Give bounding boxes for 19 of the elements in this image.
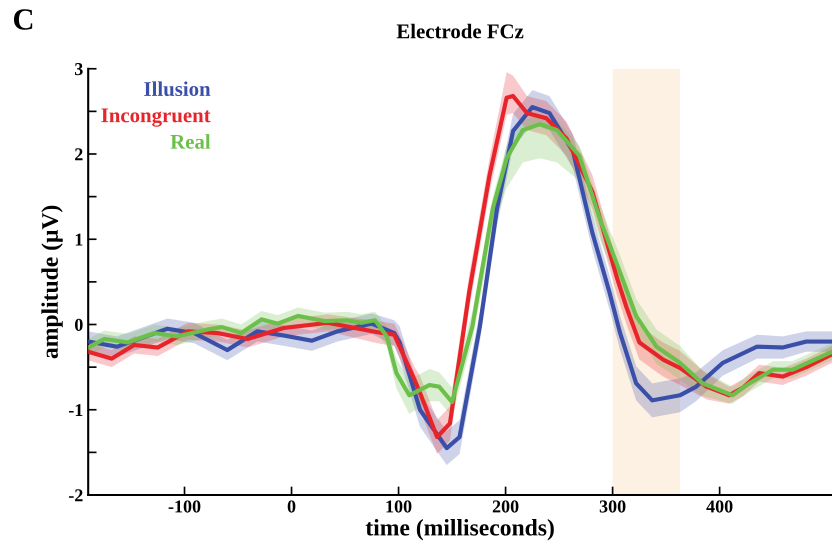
text: Incongruent	[101, 108, 211, 127]
x-tick-label: 300	[600, 500, 626, 513]
y-tick-label: 3	[74, 63, 83, 76]
x-axis-title: time (milliseconds)	[366, 519, 554, 540]
x-tick-label: -100	[168, 500, 200, 513]
chart-title: Electrode FCz	[396, 24, 524, 38]
y-tick-label: -2	[68, 489, 83, 502]
y-tick-label: 2	[75, 148, 83, 160]
text: C	[14, 9, 32, 30]
x-tick-label: 400	[706, 500, 732, 513]
x-tick-label: 100	[386, 500, 412, 513]
x-tick-label: 200	[492, 500, 518, 513]
y-tick-label: 1	[76, 234, 82, 246]
x-tick-label: 0	[288, 500, 296, 513]
text: Illusion	[144, 81, 210, 96]
y-axis-title: amplitude (μV)	[41, 206, 63, 358]
text: Real	[170, 134, 210, 149]
y-tick-label: -1	[68, 404, 82, 416]
y-tick-label: 0	[74, 318, 83, 331]
